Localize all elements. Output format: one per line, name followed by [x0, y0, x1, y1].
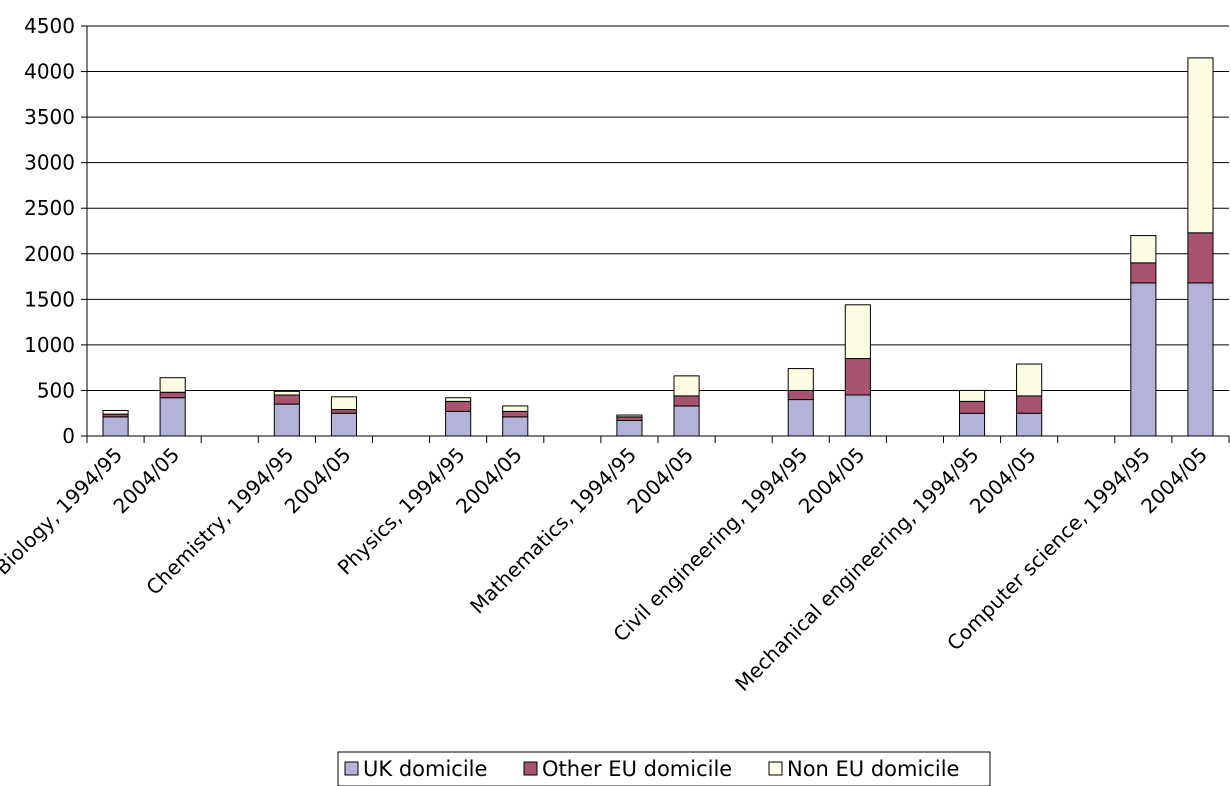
bar-segment [502, 410, 529, 418]
legend-box [337, 751, 991, 786]
bar-segment [787, 399, 814, 437]
axes-layer [81, 25, 1230, 443]
bar-segment [273, 403, 300, 437]
bar-segment [330, 409, 358, 414]
bar-segment [958, 389, 986, 402]
bar-segment [330, 412, 358, 437]
bar-segment [502, 416, 529, 437]
y-tick-label: 4000 [24, 60, 75, 84]
bar-segment [958, 400, 986, 414]
bar-segment [445, 400, 472, 412]
x-category-label: Civil engineering, 1994/95 [608, 443, 812, 647]
bar-segment [844, 358, 871, 396]
y-tick-label: 500 [37, 378, 75, 402]
legend-swatch [768, 761, 783, 776]
bar-segment [673, 395, 700, 407]
y-tick-label: 1500 [24, 287, 75, 311]
legend-swatch [523, 761, 538, 776]
bar-segment [330, 396, 358, 411]
bar-segment [273, 394, 300, 405]
legend-label: UK domicile [363, 757, 487, 781]
bar-segment [1130, 235, 1157, 264]
bar-segment [673, 375, 700, 397]
bar-segment [958, 412, 986, 437]
bar-segment [787, 368, 814, 391]
y-tick-label: 2500 [24, 196, 75, 220]
bar-segment [502, 405, 529, 412]
y-tick-label: 4500 [24, 14, 75, 38]
bar-segment [844, 394, 871, 437]
bar-segment [616, 420, 643, 437]
bar-segment [102, 409, 129, 415]
bar-segment [616, 414, 643, 418]
bar-segment [159, 397, 186, 437]
bar-segment [273, 390, 300, 396]
legend-label: Other EU domicile [542, 757, 732, 781]
bar-segment [445, 397, 472, 402]
bar-segment [445, 410, 472, 437]
legend-label: Non EU domicile [787, 757, 959, 781]
y-tick-label: 3500 [24, 105, 75, 129]
x-category-label: Physics, 1994/95 [333, 443, 470, 580]
y-tick-label: 3000 [24, 151, 75, 175]
bar-segment [1130, 262, 1157, 284]
bars-layer [102, 57, 1214, 437]
bar-segment [1187, 232, 1214, 284]
y-tick-label: 2000 [24, 242, 75, 266]
x-category-label: Biology, 1994/95 [0, 443, 127, 580]
bar-segment [1016, 363, 1043, 397]
y-tick-label: 1000 [24, 333, 75, 357]
bar-segment [1016, 412, 1043, 437]
bar-segment [844, 304, 871, 360]
bar-segment [1130, 282, 1157, 437]
bar-segment [1187, 282, 1214, 437]
bar-segment [102, 416, 129, 437]
legend-swatch [344, 761, 359, 776]
bar-segment [159, 377, 186, 393]
grid-layer [87, 25, 1229, 391]
bar-segment [159, 391, 186, 399]
x-category-label: Computer science, 1994/95 [942, 443, 1155, 656]
bar-segment [787, 389, 814, 401]
bar-segment [616, 416, 643, 422]
bar-segment [1187, 57, 1214, 234]
labels-layer: 0 500 1000 1500 2000 2500 3000 3500 4000 4500 Biol… [0, 14, 1212, 696]
y-tick-label: 0 [62, 424, 75, 448]
legend: UK domicile Other EU domicile Non EU domic… [337, 751, 991, 786]
bar-segment [1016, 395, 1043, 414]
bar-segment [673, 405, 700, 437]
